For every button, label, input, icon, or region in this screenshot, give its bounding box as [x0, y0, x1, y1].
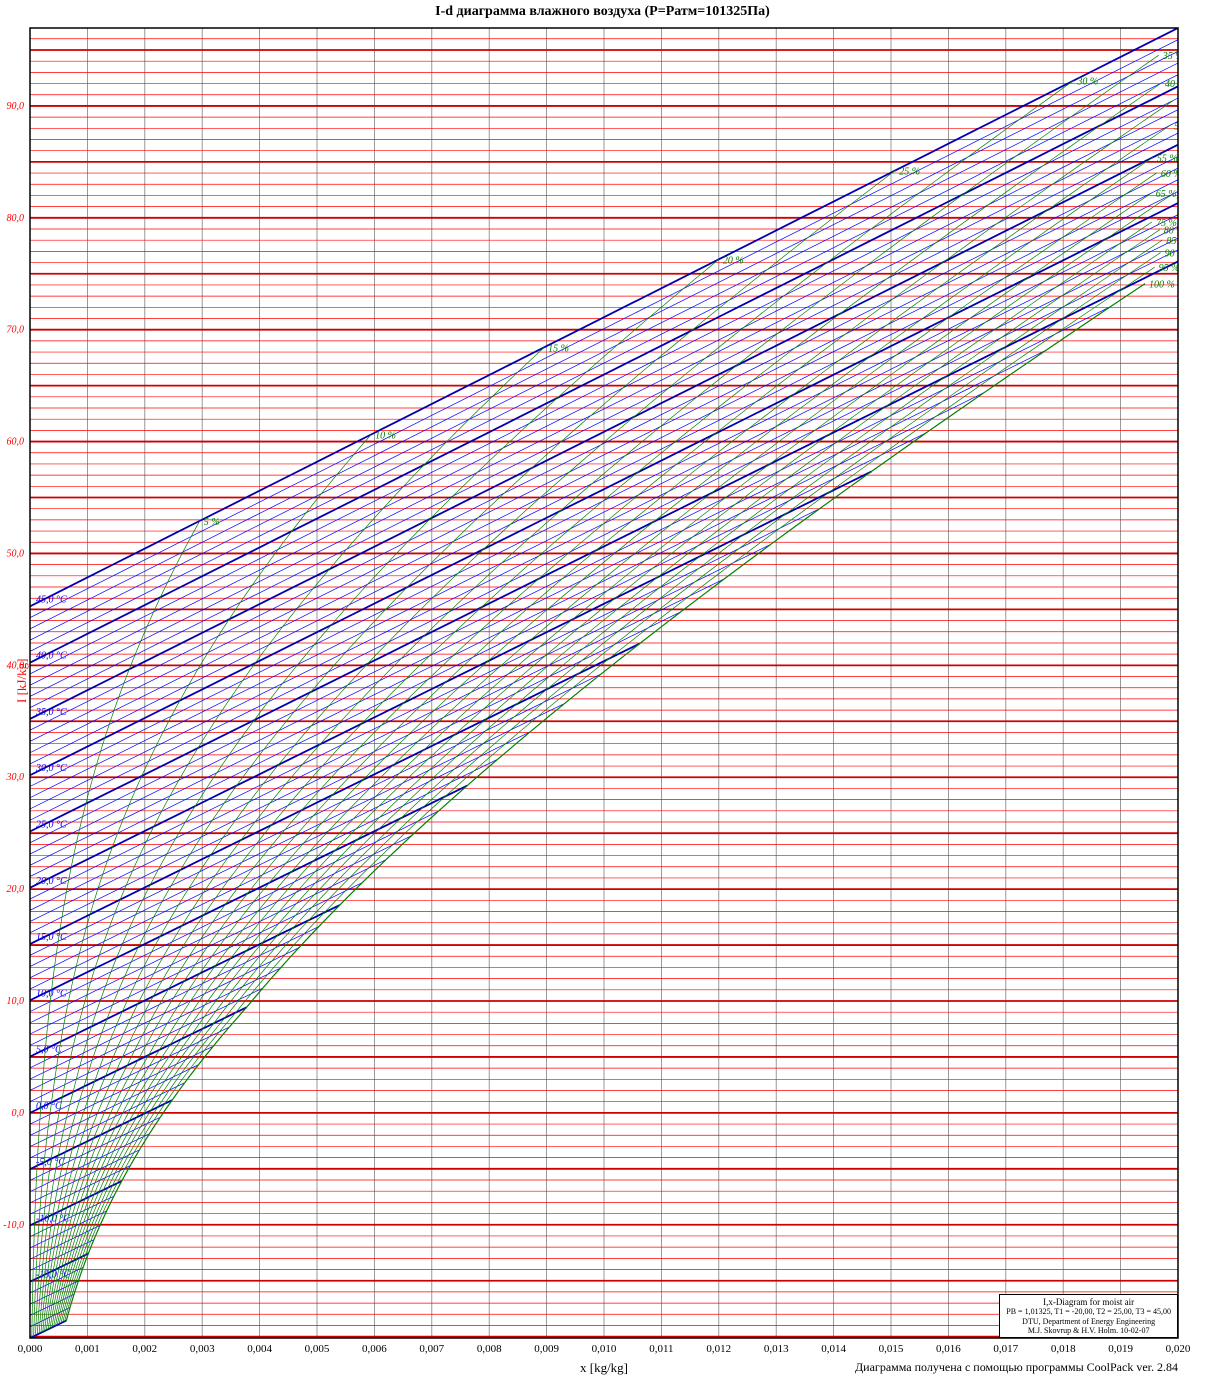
- legend-line-1: I,x-Diagram for moist air: [1006, 1297, 1171, 1307]
- legend-line-3: DTU, Department of Energy Engineering: [1006, 1317, 1171, 1326]
- svg-text:5 %: 5 %: [204, 517, 220, 528]
- svg-text:30,0: 30,0: [6, 772, 25, 783]
- svg-text:25 %: 25 %: [899, 166, 920, 177]
- footer-text: Диаграмма получена с помощью программы C…: [855, 1360, 1178, 1375]
- svg-text:95 %: 95 %: [1159, 263, 1180, 274]
- svg-text:30 %: 30 %: [1076, 77, 1098, 88]
- svg-text:100 %: 100 %: [1149, 280, 1175, 291]
- svg-text:0,012: 0,012: [706, 1343, 731, 1355]
- svg-text:-10,0 °C: -10,0 °C: [36, 1213, 70, 1224]
- svg-text:40,0 °C: 40,0 °C: [36, 651, 67, 662]
- legend-box: I,x-Diagram for moist air PB = 1,01325, …: [999, 1294, 1178, 1338]
- legend-line-2: PB = 1,01325, T1 = -20,00, T2 = 25,00, T…: [1006, 1307, 1171, 1316]
- svg-text:0,010: 0,010: [592, 1343, 617, 1355]
- svg-text:0,002: 0,002: [132, 1343, 157, 1355]
- svg-text:0,016: 0,016: [936, 1343, 961, 1355]
- svg-text:0,015: 0,015: [879, 1343, 904, 1355]
- svg-text:10 %: 10 %: [375, 431, 396, 442]
- legend-line-4: M.J. Skovrup & H.V. Holm. 10-02-07: [1006, 1326, 1171, 1335]
- svg-text:15 %: 15 %: [548, 343, 569, 354]
- svg-text:55 %: 55 %: [1157, 153, 1178, 164]
- svg-text:90,0: 90,0: [7, 101, 25, 112]
- svg-text:20,0 °C: 20,0 °C: [36, 876, 67, 887]
- svg-text:0,000: 0,000: [18, 1343, 43, 1355]
- svg-text:50 %: 50 %: [1174, 121, 1195, 132]
- chart-container: I-d диаграмма влажного воздуха (P=Ратм=1…: [0, 0, 1205, 1385]
- svg-text:0,008: 0,008: [477, 1343, 502, 1355]
- svg-text:25,0 °C: 25,0 °C: [36, 819, 67, 830]
- svg-text:0,017: 0,017: [993, 1343, 1018, 1355]
- svg-text:40,0: 40,0: [7, 660, 25, 671]
- svg-text:0,018: 0,018: [1051, 1343, 1076, 1355]
- svg-text:0,005: 0,005: [305, 1343, 330, 1355]
- svg-text:0,001: 0,001: [75, 1343, 100, 1355]
- svg-text:10,0: 10,0: [7, 996, 25, 1007]
- svg-text:0,0 °C: 0,0 °C: [36, 1101, 62, 1112]
- svg-text:0,014: 0,014: [821, 1343, 846, 1355]
- svg-text:0,003: 0,003: [190, 1343, 215, 1355]
- svg-text:5,0 °C: 5,0 °C: [36, 1045, 62, 1056]
- svg-text:85 %: 85 %: [1166, 236, 1187, 247]
- svg-text:70 %: 70 %: [1176, 190, 1197, 201]
- chart-plot: -15,0 °C-10,0 °C-5,0 °C0,0 °C5,0 °C10,0 …: [0, 0, 1205, 1385]
- svg-text:30,0 °C: 30,0 °C: [35, 763, 67, 774]
- svg-text:50,0: 50,0: [7, 548, 25, 559]
- svg-text:0,007: 0,007: [419, 1343, 444, 1355]
- svg-text:45 %: 45 %: [1178, 96, 1199, 107]
- svg-text:60,0: 60,0: [7, 437, 25, 448]
- svg-text:20,0: 20,0: [7, 884, 25, 895]
- svg-text:-10,0: -10,0: [3, 1220, 24, 1231]
- svg-text:0,006: 0,006: [362, 1343, 387, 1355]
- svg-text:0,019: 0,019: [1108, 1343, 1133, 1355]
- svg-text:40 %: 40 %: [1165, 79, 1186, 90]
- svg-text:20 %: 20 %: [723, 255, 744, 266]
- svg-text:35,0 °C: 35,0 °C: [35, 707, 67, 718]
- svg-text:35 %: 35 %: [1162, 51, 1184, 62]
- svg-text:80,0: 80,0: [7, 213, 25, 224]
- svg-text:45,0 °C: 45,0 °C: [36, 594, 67, 605]
- svg-text:0,011: 0,011: [649, 1343, 673, 1355]
- svg-text:0,013: 0,013: [764, 1343, 789, 1355]
- svg-text:0,009: 0,009: [534, 1343, 559, 1355]
- svg-text:0,020: 0,020: [1166, 1343, 1191, 1355]
- svg-text:0,004: 0,004: [247, 1343, 272, 1355]
- svg-text:70,0: 70,0: [7, 325, 25, 336]
- svg-text:15,0 °C: 15,0 °C: [36, 932, 67, 943]
- svg-text:0,0: 0,0: [12, 1108, 25, 1119]
- svg-text:90 %: 90 %: [1165, 249, 1186, 260]
